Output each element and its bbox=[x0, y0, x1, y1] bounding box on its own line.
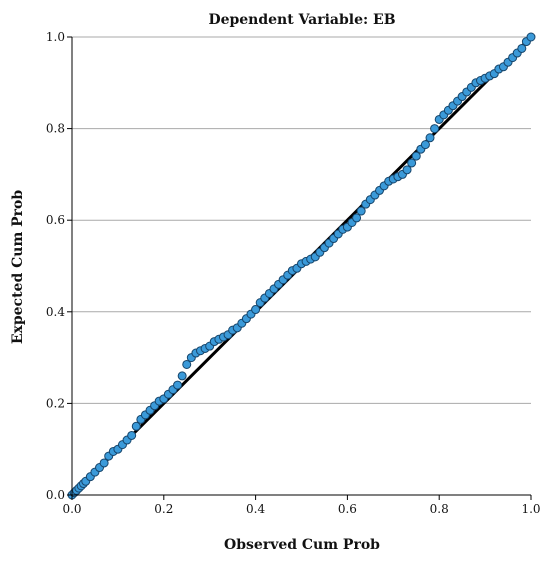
y-tick-label: 1.0 bbox=[46, 30, 65, 44]
data-point bbox=[182, 359, 192, 369]
data-point bbox=[127, 430, 137, 440]
data-point bbox=[131, 421, 141, 431]
data-point bbox=[251, 305, 261, 315]
data-point bbox=[517, 43, 527, 53]
data-point bbox=[407, 158, 417, 168]
data-point bbox=[352, 213, 362, 223]
y-tick-label: 0.8 bbox=[46, 122, 65, 136]
y-tick-label: 0.6 bbox=[46, 213, 65, 227]
gridlines bbox=[72, 36, 531, 404]
x-axis-ticks: 0.0 0.2 0.4 0.6 0.8 1.0 bbox=[62, 495, 541, 516]
y-axis-ticks: 0.0 0.2 0.4 0.6 0.8 1.0 bbox=[46, 30, 72, 502]
data-points bbox=[67, 32, 536, 500]
x-tick-label: 0.4 bbox=[246, 502, 265, 516]
x-tick-label: 1.0 bbox=[521, 502, 540, 516]
x-tick-label: 0.0 bbox=[62, 502, 81, 516]
data-point bbox=[420, 140, 430, 150]
data-point bbox=[356, 206, 366, 216]
y-tick-label: 0.2 bbox=[46, 396, 65, 410]
x-tick-label: 0.2 bbox=[154, 502, 173, 516]
y-tick-label: 0.4 bbox=[46, 305, 65, 319]
data-point bbox=[173, 380, 183, 390]
data-point bbox=[402, 165, 412, 175]
y-axis-label: Expected Cum Prob bbox=[10, 190, 26, 345]
data-point bbox=[411, 151, 421, 161]
chart-title: Dependent Variable: EB bbox=[208, 12, 395, 28]
x-tick-label: 0.6 bbox=[338, 502, 357, 516]
axes bbox=[71, 37, 531, 496]
x-axis-label: Observed Cum Prob bbox=[224, 537, 380, 553]
data-point bbox=[425, 133, 435, 143]
data-point bbox=[99, 458, 109, 468]
x-tick-label: 0.8 bbox=[430, 502, 449, 516]
data-point bbox=[526, 32, 536, 42]
data-point bbox=[430, 124, 440, 134]
data-point bbox=[177, 371, 187, 381]
y-tick-label: 0.0 bbox=[46, 488, 65, 502]
